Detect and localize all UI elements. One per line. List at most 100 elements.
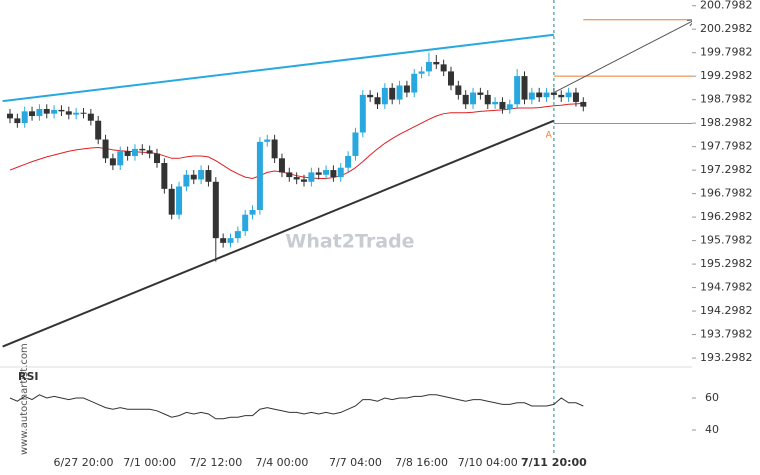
candle-body xyxy=(418,71,425,74)
candle-body xyxy=(543,92,550,98)
candle-body xyxy=(95,120,102,140)
x-tick-label: 6/27 20:00 xyxy=(54,456,114,469)
pattern-marker: A xyxy=(546,130,553,140)
candle-body xyxy=(65,111,72,115)
candle-body xyxy=(345,155,352,168)
candle-body xyxy=(536,92,543,98)
candle-body xyxy=(293,177,300,180)
candle-body xyxy=(205,170,212,182)
y-tick-label: 194.2982 xyxy=(700,304,753,317)
x-tick-label: 7/10 04:00 xyxy=(458,456,518,469)
y-tick-label: 193.2982 xyxy=(700,351,753,364)
candle-body xyxy=(212,181,219,239)
candle-body xyxy=(198,170,205,180)
y-tick-label: 196.7982 xyxy=(700,187,753,200)
candle-body xyxy=(484,94,491,105)
candle-body xyxy=(264,139,271,142)
candle-body xyxy=(58,109,65,112)
y-tick-label: 197.2982 xyxy=(700,163,753,176)
candle-body xyxy=(242,214,249,232)
rsi-label: RSI xyxy=(18,370,39,383)
candle-body xyxy=(117,151,124,166)
watermark: What2Trade xyxy=(285,231,414,253)
forecast-arrow xyxy=(553,20,692,93)
trendline xyxy=(2,33,555,103)
candle-body xyxy=(51,109,58,114)
candle-body xyxy=(36,108,43,117)
y-tick-label: 200.7982 xyxy=(700,0,753,12)
candle-body xyxy=(396,85,403,100)
candle-body xyxy=(124,151,131,156)
candle-body xyxy=(550,92,557,95)
candle-body xyxy=(506,104,513,109)
candle-body xyxy=(146,150,153,154)
candle-body xyxy=(528,92,535,100)
candle-body xyxy=(352,132,359,156)
rsi-line xyxy=(9,394,584,420)
candle-body xyxy=(359,94,366,133)
candle-body xyxy=(389,87,396,100)
x-tick-label: 7/4 00:00 xyxy=(255,456,308,469)
candle-body xyxy=(440,64,447,72)
y-tick-label: 195.2982 xyxy=(700,257,753,270)
candle-body xyxy=(161,163,168,189)
x-tick-label: 7/1 00:00 xyxy=(123,456,176,469)
candle-body xyxy=(308,172,315,182)
x-tick-label: 7/7 04:00 xyxy=(329,456,382,469)
candle-body xyxy=(521,76,528,100)
candle-body xyxy=(455,85,462,95)
candle-body xyxy=(80,112,87,114)
candle-body xyxy=(139,148,146,151)
candle-body xyxy=(470,92,477,105)
candle-body xyxy=(301,179,307,182)
y-tick-label: 195.7982 xyxy=(700,234,753,247)
y-tick-label: 198.2982 xyxy=(700,116,753,129)
candle-body xyxy=(271,139,278,159)
candle-body xyxy=(580,101,587,107)
candle-body xyxy=(190,174,197,180)
rsi-tick-label: 60 xyxy=(705,391,719,404)
y-tick-label: 197.7982 xyxy=(700,140,753,153)
trendline xyxy=(2,119,555,348)
x-tick-label: 7/11 20:00 xyxy=(521,456,587,469)
main-panel xyxy=(2,19,692,348)
y-tick-label: 200.2982 xyxy=(700,22,753,35)
candle-body xyxy=(337,167,344,178)
candle-body xyxy=(411,73,418,93)
candle-body xyxy=(87,113,94,121)
candle-body xyxy=(249,209,256,215)
x-tick-label: 7/8 16:00 xyxy=(395,456,448,469)
candle-body xyxy=(315,172,322,175)
credit: www.autochartist.com xyxy=(19,343,30,455)
candle-body xyxy=(374,97,381,105)
candle-body xyxy=(433,62,440,65)
candle-body xyxy=(565,92,572,98)
candle-body xyxy=(131,148,138,156)
candle-body xyxy=(330,170,337,178)
y-tick-label: 199.2982 xyxy=(700,69,753,82)
candle-body xyxy=(381,87,388,105)
candle-body xyxy=(21,111,28,124)
candle-body xyxy=(102,139,109,159)
candle-body xyxy=(7,113,13,119)
candle-body xyxy=(558,94,565,98)
candle-body xyxy=(514,76,521,105)
candle-body xyxy=(234,231,241,239)
candle-body xyxy=(220,238,227,243)
candle-body xyxy=(403,85,410,93)
candle-body xyxy=(109,158,116,166)
rsi-tick-label: 40 xyxy=(705,423,719,436)
candle-body xyxy=(448,71,454,86)
candle-body xyxy=(14,118,21,124)
candle-body xyxy=(168,188,175,215)
candle-body xyxy=(29,111,36,117)
candle-body xyxy=(286,172,293,178)
candle-body xyxy=(43,108,50,114)
candle-body xyxy=(73,112,80,115)
candle-body xyxy=(227,238,234,243)
candle-body xyxy=(572,92,579,102)
candle-body xyxy=(278,158,285,173)
candle-body xyxy=(499,101,506,109)
moving-average xyxy=(9,102,584,180)
